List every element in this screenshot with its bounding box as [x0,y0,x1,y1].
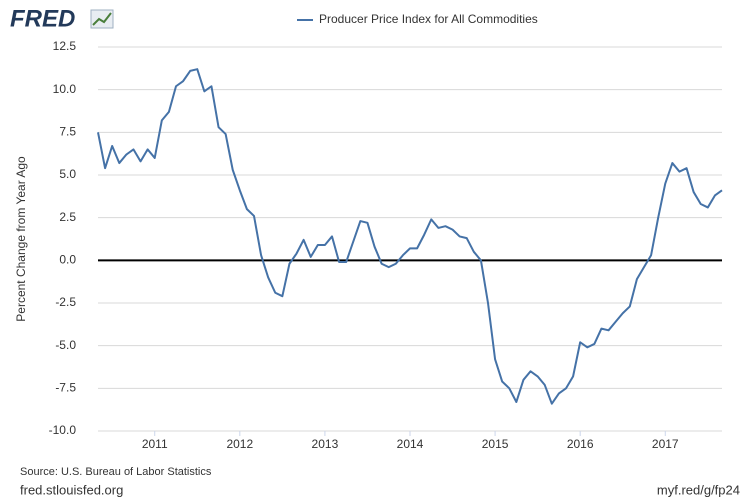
y-tick-label: 0.0 [59,253,76,267]
x-tick-label: 2011 [142,437,168,451]
y-tick-label: -10.0 [49,423,77,437]
y-tick-label: -5.0 [55,338,76,352]
y-tick-label: -2.5 [55,295,76,309]
short-url: myf.red/g/fp24 [657,482,740,497]
y-tick-label: 12.5 [53,39,77,53]
y-tick-label: -7.5 [55,381,76,395]
x-tick-label: 2013 [312,437,339,451]
y-tick-label: 7.5 [59,125,76,139]
y-tick-label: 2.5 [59,210,76,224]
series-line [97,68,723,405]
source: Source: U.S. Bureau of Labor Statistics [20,466,212,478]
x-tick-label: 2017 [652,437,679,451]
x-tick-label: 2012 [226,437,253,451]
y-axis-label: Percent Change from Year Ago [14,156,28,322]
site: fred.stlouisfed.org [20,482,123,497]
legend-label: Producer Price Index for All Commodities [319,12,538,26]
logo-icon [90,9,114,29]
y-tick-label: 10.0 [53,82,77,96]
y-tick-label: 5.0 [59,167,76,181]
x-tick-label: 2014 [397,437,424,451]
x-tick-label: 2015 [482,437,509,451]
x-tick-label: 2016 [567,437,594,451]
logo: FRED [10,5,75,32]
